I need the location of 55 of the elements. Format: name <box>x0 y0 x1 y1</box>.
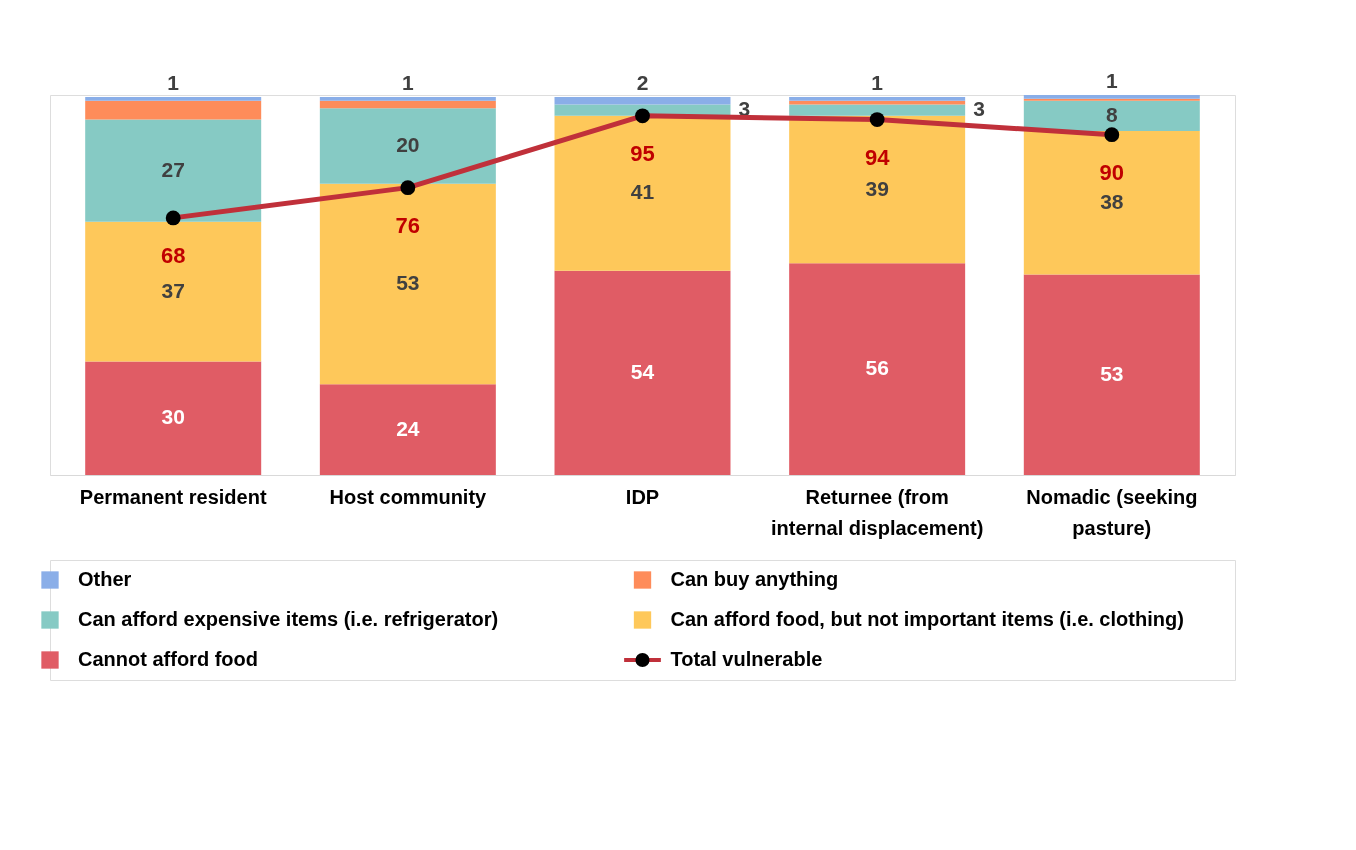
data-label: 53 <box>396 271 420 295</box>
data-label: 1 <box>871 70 884 94</box>
data-label: 27 <box>161 157 185 181</box>
legend-label: Can buy anything <box>670 568 839 590</box>
bar <box>789 96 966 101</box>
bar <box>554 115 731 271</box>
data-label: 76 <box>395 212 421 238</box>
x-tick-label: Returnee (from internal displacement) <box>771 485 984 539</box>
data-label: 2 <box>636 70 649 94</box>
bar <box>319 108 496 184</box>
data-label: 1 <box>167 70 180 94</box>
data-label: 94 <box>864 144 891 170</box>
data-label: 24 <box>396 416 420 440</box>
data-label: 95 <box>630 140 655 166</box>
legend-label: Cannot afford food <box>78 648 258 670</box>
bar <box>1023 130 1200 275</box>
bar <box>319 183 496 385</box>
data-label: 30 <box>161 405 185 429</box>
bar <box>789 115 966 264</box>
data-label: 90 <box>1099 159 1125 185</box>
data-label: 8 <box>1105 102 1118 126</box>
data-label: 56 <box>865 356 889 380</box>
bar <box>85 96 262 101</box>
data-label: 53 <box>1100 361 1124 385</box>
bar <box>554 270 731 475</box>
bar <box>85 361 262 475</box>
x-tick-label: Permanent resident <box>79 485 267 508</box>
bar <box>85 119 262 222</box>
bar <box>554 96 731 105</box>
x-tick-label: Host community <box>329 485 488 508</box>
data-label: 3 <box>973 97 985 121</box>
bar <box>1023 100 1200 131</box>
data-label: 39 <box>865 176 889 200</box>
data-label: 68 <box>160 242 186 268</box>
data-label: 1 <box>1105 68 1118 92</box>
bar <box>789 263 966 475</box>
bar <box>319 96 496 101</box>
legend-label: Other <box>78 568 132 590</box>
legend-label: Total vulnerable <box>670 648 823 670</box>
data-label: 41 <box>630 180 655 204</box>
data-label: 54 <box>630 359 655 383</box>
bar <box>1023 274 1200 475</box>
bar <box>789 104 966 116</box>
x-tick-label: IDP <box>625 485 660 508</box>
bar <box>319 384 496 475</box>
data-label: 1 <box>402 70 414 94</box>
bar <box>319 100 496 109</box>
data-label: 20 <box>396 133 420 157</box>
data-label: 38 <box>1100 189 1124 213</box>
bar <box>85 221 262 362</box>
data-label: 37 <box>161 278 185 302</box>
bar <box>85 100 262 120</box>
legend-label: Can afford expensive items (i.e. refrigerator) <box>78 608 499 630</box>
x-tick-label: Nomadic (seeking pasture) <box>1026 485 1198 539</box>
legend-label: Can afford food, but not important items (i.e. clothing) <box>670 608 1184 630</box>
